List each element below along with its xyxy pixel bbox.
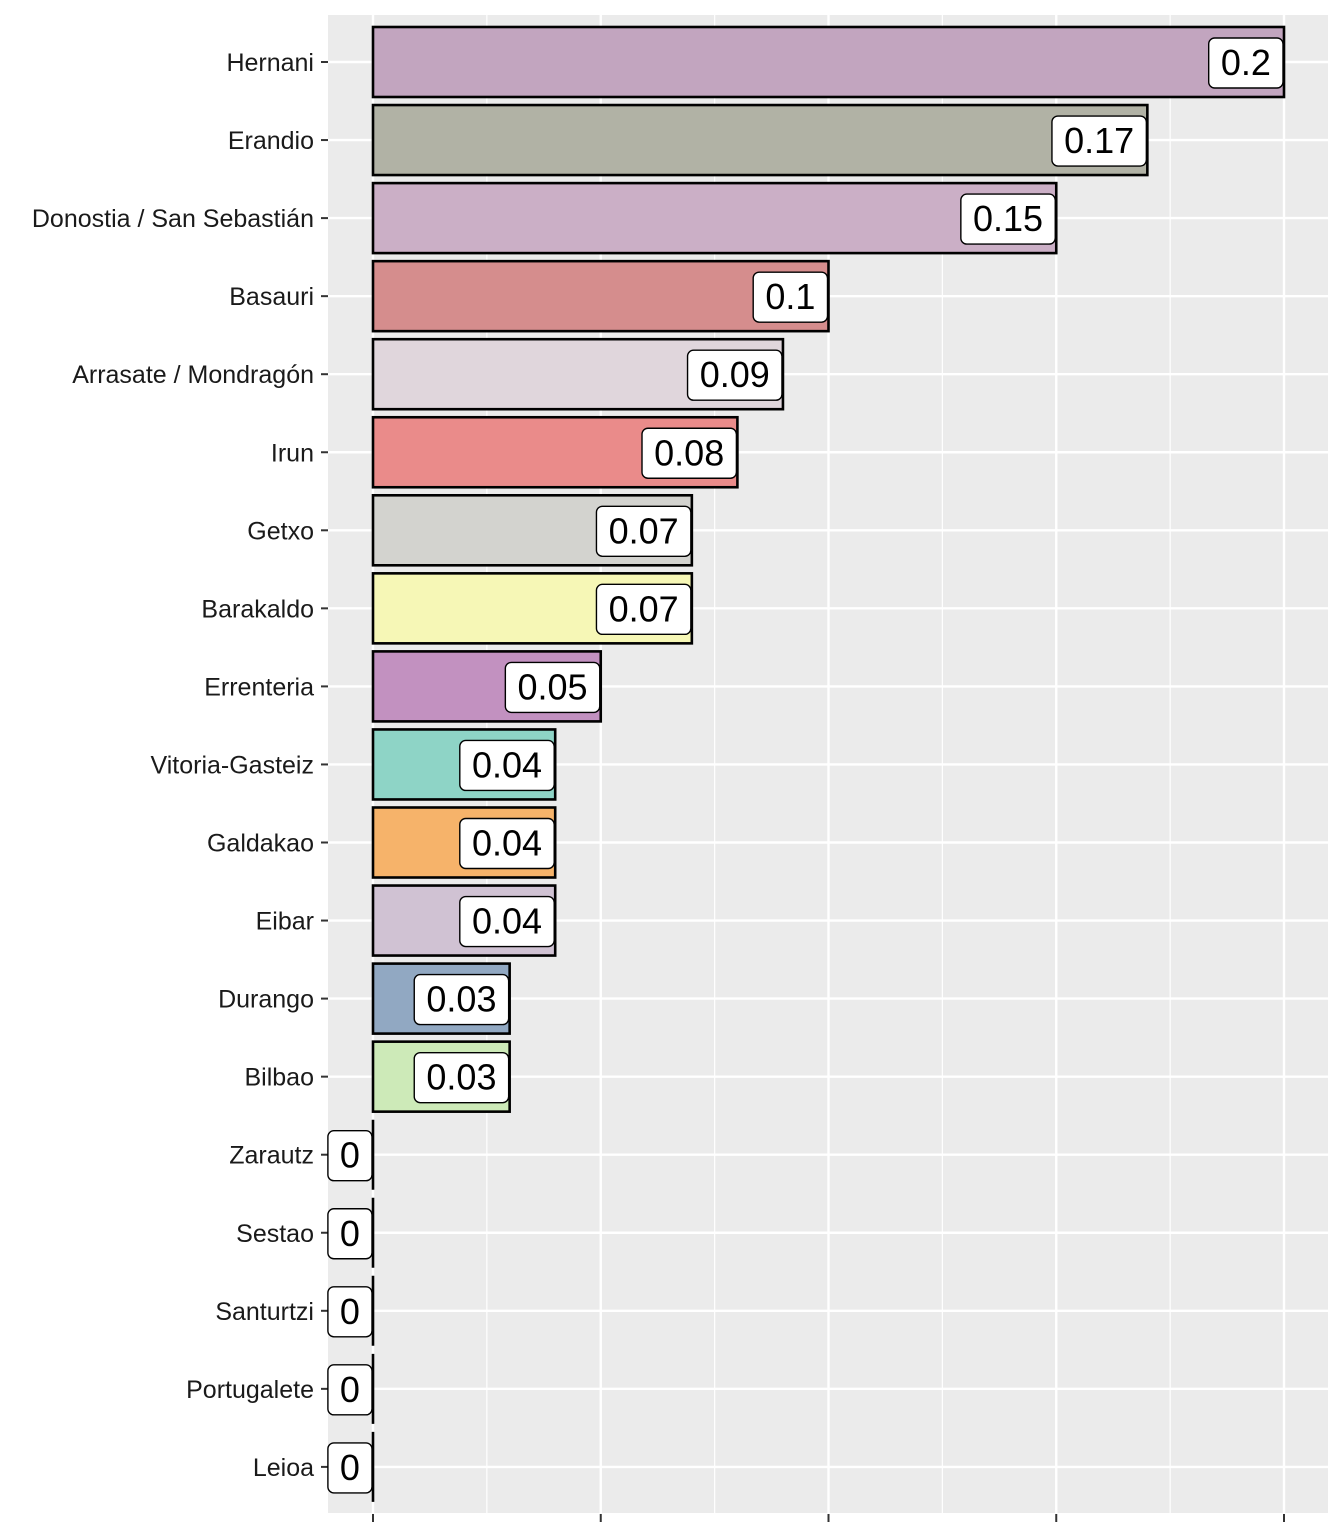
value-label-text: 0.04 — [472, 823, 542, 864]
value-label: 0.2 — [1207, 37, 1284, 89]
value-label-text: 0 — [340, 1447, 360, 1488]
y-tick-label: Errenteria — [204, 673, 314, 701]
value-label-text: 0.05 — [518, 666, 588, 707]
value-label: 0.07 — [595, 505, 692, 557]
value-label-text: 0.08 — [654, 432, 724, 473]
value-label-box — [595, 583, 692, 636]
value-label-box — [413, 973, 510, 1026]
y-tick-label: Durango — [218, 986, 314, 1014]
value-label-box — [327, 1208, 373, 1260]
value-label-box — [413, 1051, 510, 1104]
y-tick-label: Barakaldo — [201, 595, 314, 623]
y-tick-label: Hernani — [226, 49, 314, 77]
value-label: 0.04 — [459, 817, 555, 870]
value-label: 0 — [327, 1442, 373, 1494]
bar-donostia-san-sebasti-n — [371, 181, 1058, 255]
y-tick-label: Portugalete — [186, 1376, 314, 1404]
value-label-box — [1051, 115, 1148, 167]
bar-labels: 0.2 0.17 0.15 0.1 0.09 0.08 0.07 0.07 0.05 0.04 0.… — [327, 37, 1284, 1494]
value-label-text: 0.15 — [973, 198, 1043, 239]
y-tick-label: Donostia / San Sebastián — [32, 205, 314, 233]
value-label-box — [327, 1286, 373, 1338]
value-label-box — [595, 505, 692, 557]
value-label-text: 0 — [340, 1213, 360, 1254]
value-label-box — [686, 349, 783, 401]
y-tick-label: Sestao — [236, 1220, 314, 1248]
y-tick-label: Galdakao — [207, 830, 314, 858]
y-tick-label: Vitoria-Gasteiz — [151, 751, 315, 779]
y-tick-label: Erandio — [228, 127, 314, 155]
value-label-box — [459, 739, 555, 792]
bar-erandio — [371, 103, 1149, 177]
value-label-box — [327, 1442, 373, 1494]
y-axis: Hernani Erandio Donostia / San Sebastián Ba… — [32, 49, 328, 1482]
value-label-box — [327, 1129, 373, 1182]
value-label-box — [504, 661, 601, 714]
value-label-text: 0 — [340, 1369, 360, 1410]
y-tick-label: Eibar — [256, 908, 314, 936]
y-tick-label: Irun — [271, 439, 314, 467]
value-label: 0.04 — [459, 895, 555, 948]
value-label-text: 0.2 — [1221, 42, 1271, 83]
y-tick-label: Basauri — [229, 283, 314, 311]
value-label-box — [752, 271, 829, 323]
value-label: 0.04 — [459, 739, 555, 792]
value-label-text: 0.07 — [609, 510, 679, 551]
value-label-text: 0.09 — [700, 354, 770, 395]
value-label-box — [641, 427, 738, 479]
value-label-text: 0.03 — [426, 979, 496, 1020]
value-label: 0 — [327, 1208, 373, 1260]
value-label-box — [1207, 37, 1284, 89]
value-label-text: 0 — [340, 1291, 360, 1332]
y-tick-label: Arrasate / Mondragón — [72, 361, 314, 389]
y-tick-label: Bilbao — [245, 1064, 315, 1092]
x-axis — [372, 1514, 1285, 1522]
value-label: 0.03 — [413, 973, 510, 1026]
value-label-box — [327, 1364, 373, 1416]
value-label: 0.03 — [413, 1051, 510, 1104]
y-tick-label: Leioa — [253, 1454, 314, 1482]
value-label-box — [459, 895, 555, 948]
value-label-text: 0.03 — [426, 1057, 496, 1098]
y-tick-label: Santurtzi — [215, 1298, 314, 1326]
value-label: 0.05 — [504, 661, 601, 714]
value-label: 0.08 — [641, 427, 738, 479]
value-label-text: 0.1 — [765, 276, 815, 317]
value-label: 0 — [327, 1286, 373, 1338]
value-label: 0 — [327, 1129, 373, 1182]
value-label: 0 — [327, 1364, 373, 1416]
value-label-text: 0.04 — [472, 901, 542, 942]
value-label: 0.07 — [595, 583, 692, 636]
value-label: 0.09 — [686, 349, 783, 401]
value-label-text: 0.04 — [472, 744, 542, 785]
y-tick-label: Zarautz — [229, 1142, 314, 1170]
value-label-text: 0.17 — [1064, 120, 1134, 161]
bar-hernani — [371, 25, 1286, 99]
value-label: 0.15 — [960, 193, 1056, 245]
value-label-box — [459, 817, 555, 870]
value-label: 0.1 — [752, 271, 829, 323]
value-label: 0.17 — [1051, 115, 1148, 167]
value-label-box — [960, 193, 1056, 245]
value-label-text: 0 — [340, 1135, 360, 1176]
y-tick-label: Getxo — [247, 517, 314, 545]
value-label-text: 0.07 — [609, 588, 679, 629]
